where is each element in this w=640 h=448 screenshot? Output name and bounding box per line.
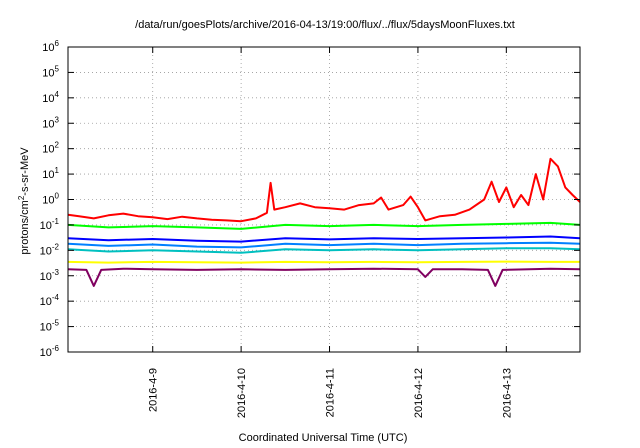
- series-line-6: [67, 247, 581, 254]
- series-line-5: [67, 241, 581, 249]
- y-tick-labels: 10-6 10-5 10-4 10-3 10-2 10-1 100 101 102 103 104 1…: [40, 39, 60, 359]
- y-tick-label: 10-3: [40, 268, 60, 283]
- series-line-4: [67, 235, 581, 243]
- y-tick-label: 10-5: [40, 319, 60, 334]
- y-tick-label: 101: [42, 166, 59, 181]
- grid-lines: [68, 47, 580, 352]
- y-axis-label-sup: 2: [17, 195, 26, 200]
- y-tick-label: 10-6: [40, 344, 60, 359]
- series-line-3: [67, 229, 581, 236]
- y-tick-label: 10-2: [40, 242, 60, 257]
- y-axis-label-post: -s-sr-MeV: [19, 147, 31, 196]
- y-tick-label: 102: [42, 141, 59, 156]
- x-tick-labels: 2016-4-9 2016-4-10 2016-4-11 2016-4-12 2016-…: [148, 368, 514, 418]
- y-tick-label: 103: [42, 115, 59, 130]
- x-tick-label: 2016-4-12: [413, 368, 425, 418]
- y-tick-label: 106: [42, 39, 59, 54]
- series-line-1: [67, 157, 581, 223]
- y-axis-label: protons/cm2-s-sr-MeV: [17, 147, 31, 255]
- x-axis-label: Coordinated Universal Time (UTC): [239, 432, 408, 444]
- y-tick-label: 105: [42, 64, 59, 79]
- series-layer: [67, 157, 581, 287]
- x-tick-label: 2016-4-9: [148, 368, 160, 412]
- x-tick-label: 2016-4-13: [501, 368, 513, 418]
- y-tick-label: 100: [42, 192, 59, 207]
- series-line-2: [67, 221, 581, 230]
- x-tick-label: 2016-4-10: [236, 368, 248, 418]
- y-tick-label: 104: [42, 90, 59, 105]
- series-line-8: [67, 267, 581, 287]
- y-axis-label-pre: protons/cm: [19, 200, 31, 254]
- axis-ticks: [68, 46, 580, 353]
- chart-title: /data/run/goesPlots/archive/2016-04-13/1…: [135, 19, 515, 31]
- series-line-7: [67, 260, 580, 264]
- y-tick-label: 10-1: [40, 217, 60, 232]
- y-tick-label: 10-4: [40, 293, 60, 308]
- x-tick-label: 2016-4-11: [325, 368, 337, 417]
